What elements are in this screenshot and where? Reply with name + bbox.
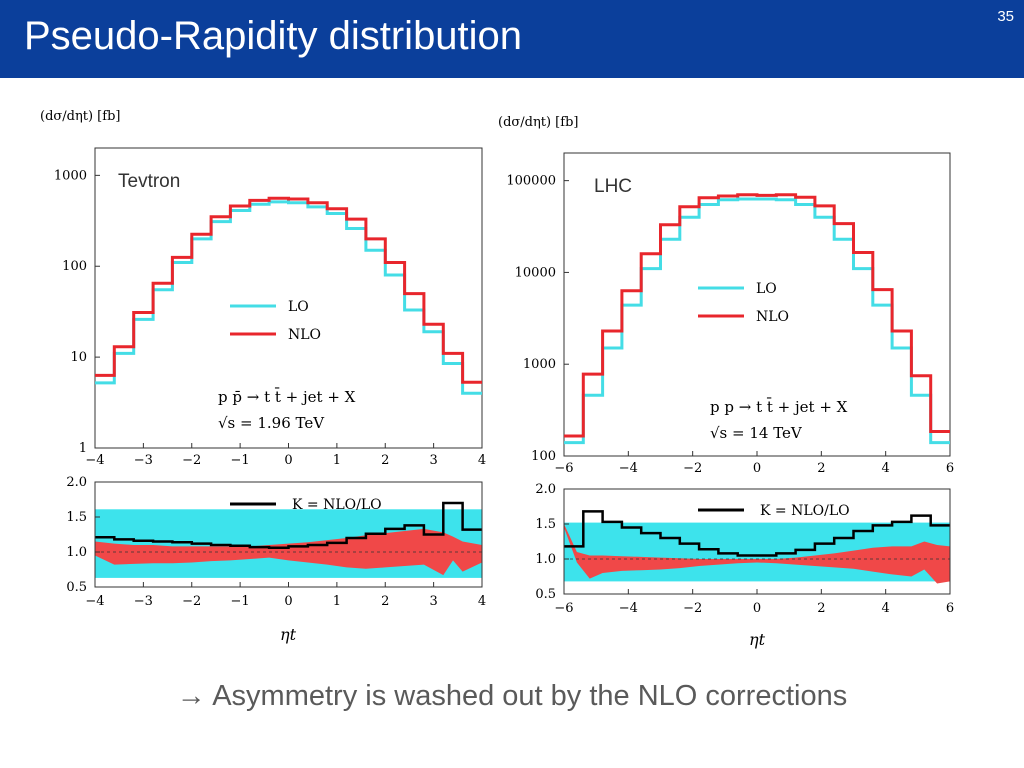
ratio-x-tick-label: 1 [333,594,341,609]
ratio-red-band [564,524,950,584]
ratio-x-tick-label: −2 [683,601,702,616]
y-tick-label: 1000 [54,168,87,183]
ratio-y-tick-label: 1.5 [66,510,87,525]
legend-label-lo: LO [756,281,777,297]
ratio-x-tick-label: 2 [817,601,825,616]
slide-number: 35 [997,8,1014,25]
ratio-y-tick-label: 0.5 [535,587,556,602]
ratio-x-tick-label: 2 [381,594,389,609]
ratio-x-tick-label: 4 [478,594,486,609]
legend-label-nlo: NLO [756,309,789,325]
x-tick-label: 0 [753,461,761,476]
series-lo-line [564,197,950,445]
y-tick-label: 10000 [515,265,556,280]
process-label: p p → t t̄ + jet + X [710,398,848,416]
ratio-x-tick-label: −6 [554,601,573,616]
x-tick-label: 4 [478,453,486,468]
ratio-x-tick-label: −4 [85,594,104,609]
ratio-x-tick-label: 0 [284,594,292,609]
panel-annotation: Tevtron [118,171,180,192]
panel-annotation: LHC [594,176,632,197]
y-tick-label: 100 [62,259,87,274]
process-label: p p̄ → t t̄ + jet + X [218,388,356,406]
ratio-x-tick-label: 3 [429,594,437,609]
ratio-y-tick-label: 1.5 [535,517,556,532]
energy-label: √s = 1.96 TeV [218,414,325,432]
x-axis-label: ηt [280,625,297,644]
legend-label-lo: LO [288,299,309,315]
x-tick-label: −1 [231,453,250,468]
ratio-y-tick-label: 1.0 [66,545,87,560]
ratio-y-tick-label: 2.0 [66,475,87,490]
conclusion-text: → Asymmetry is washed out by the NLO cor… [176,680,848,712]
x-tick-label: 0 [284,453,292,468]
x-tick-label: −2 [182,453,201,468]
x-tick-label: 4 [882,461,890,476]
series-nlo-line [95,196,482,384]
ratio-x-tick-label: −4 [619,601,638,616]
energy-label: √s = 14 TeV [710,424,803,442]
x-tick-label: 6 [946,461,954,476]
y-tick-label: 100000 [506,174,556,189]
y-tick-label: 1000 [523,357,556,372]
ratio-x-tick-label: 4 [882,601,890,616]
y-tick-label: 10 [70,350,87,365]
y-tick-label: 1 [79,441,87,456]
x-axis-label: ηt [749,630,766,649]
ratio-x-tick-label: 0 [753,601,761,616]
ratio-y-tick-label: 1.0 [535,552,556,567]
y-axis-label: (dσ/dηt) [fb] [498,115,578,130]
x-tick-label: 3 [429,453,437,468]
legend-label-k: K = NLO/LO [760,503,850,519]
ratio-x-tick-label: −1 [231,594,250,609]
ratio-x-tick-label: −2 [182,594,201,609]
x-tick-label: −2 [683,461,702,476]
ratio-y-tick-label: 0.5 [66,580,87,595]
legend-label-k: K = NLO/LO [292,497,382,513]
y-tick-label: 100 [531,449,556,464]
slide-title: Pseudo-Rapidity distribution [24,14,523,58]
series-nlo-line [564,193,950,438]
series-k-factor-line [95,501,482,550]
x-tick-label: 2 [817,461,825,476]
x-tick-label: 2 [381,453,389,468]
y-axis-label: (dσ/dηt) [fb] [40,109,120,124]
series-k-factor-line [564,510,950,557]
x-tick-label: −6 [554,461,573,476]
ratio-y-tick-label: 2.0 [535,482,556,497]
ratio-x-tick-label: 6 [946,601,954,616]
x-tick-label: 1 [333,453,341,468]
legend-label-nlo: NLO [288,327,321,343]
x-tick-label: −4 [619,461,638,476]
series-lo-line [95,200,482,395]
x-tick-label: −3 [134,453,153,468]
x-tick-label: −4 [85,453,104,468]
title-bar: Pseudo-Rapidity distribution 35 [0,0,1024,78]
ratio-x-tick-label: −3 [134,594,153,609]
